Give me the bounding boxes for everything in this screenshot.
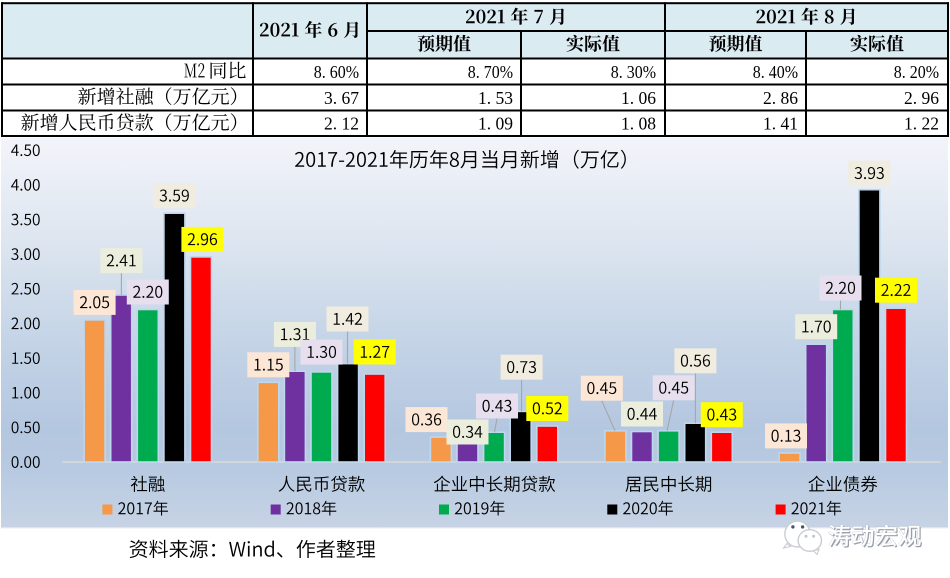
svg-text:8. 60%: 8. 60%: [314, 62, 359, 82]
svg-text:8. 70%: 8. 70%: [468, 62, 513, 82]
svg-text:1. 22: 1. 22: [904, 114, 939, 134]
svg-text:1. 06: 1. 06: [621, 88, 656, 108]
svg-text:8. 20%: 8. 20%: [894, 62, 939, 82]
svg-text:3. 67: 3. 67: [324, 88, 359, 108]
svg-text:2. 86: 2. 86: [763, 88, 798, 108]
svg-text:1. 08: 1. 08: [621, 114, 656, 134]
svg-text:1. 41: 1. 41: [763, 114, 798, 134]
svg-text:8. 30%: 8. 30%: [611, 62, 656, 82]
svg-text:2. 96: 2. 96: [904, 88, 939, 108]
svg-text:8. 40%: 8. 40%: [753, 62, 798, 82]
svg-text:1. 53: 1. 53: [478, 88, 513, 108]
svg-text:2. 12: 2. 12: [324, 114, 359, 134]
svg-text:1. 09: 1. 09: [478, 114, 513, 134]
